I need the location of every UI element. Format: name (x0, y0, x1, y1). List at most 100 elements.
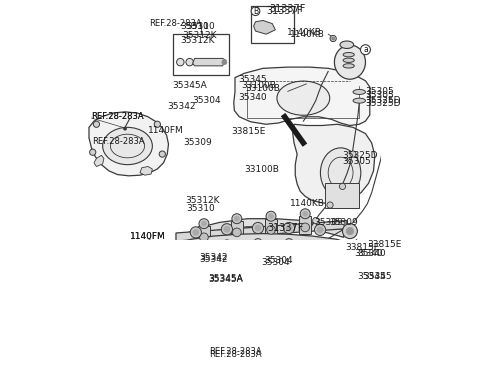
Circle shape (314, 224, 326, 235)
Text: 35340: 35340 (358, 249, 386, 258)
Text: 1140FM: 1140FM (130, 232, 166, 240)
Text: 33100B: 33100B (245, 164, 279, 174)
Polygon shape (175, 255, 347, 276)
Text: 35325D: 35325D (365, 96, 401, 105)
Circle shape (232, 228, 241, 237)
Text: 35304: 35304 (261, 258, 290, 267)
Circle shape (252, 222, 264, 234)
Circle shape (289, 311, 299, 321)
Circle shape (267, 306, 277, 316)
Bar (253, 286, 263, 293)
Polygon shape (247, 332, 263, 342)
Circle shape (222, 60, 227, 64)
Circle shape (251, 7, 260, 15)
Polygon shape (89, 112, 168, 176)
Ellipse shape (335, 45, 365, 79)
Circle shape (232, 214, 242, 223)
Text: 35345A: 35345A (208, 275, 243, 284)
Text: 35305: 35305 (365, 91, 394, 100)
Circle shape (200, 233, 208, 242)
Polygon shape (253, 20, 276, 34)
Circle shape (387, 254, 400, 266)
Circle shape (255, 225, 261, 231)
Text: 35305: 35305 (365, 88, 394, 96)
Text: 35340: 35340 (354, 249, 383, 258)
Text: 1140KB: 1140KB (287, 28, 322, 37)
Circle shape (193, 229, 199, 235)
Circle shape (186, 58, 193, 66)
Text: 1140KB: 1140KB (289, 199, 324, 208)
Circle shape (346, 227, 354, 235)
Circle shape (177, 58, 184, 66)
Text: 31337F: 31337F (269, 4, 306, 14)
Bar (251, 6, 294, 44)
Polygon shape (198, 226, 210, 244)
Polygon shape (299, 216, 312, 234)
Text: REF.28-283A: REF.28-283A (92, 137, 144, 146)
Text: 31337F: 31337F (268, 223, 304, 233)
Polygon shape (293, 124, 375, 204)
Circle shape (284, 222, 295, 234)
Text: REF.28-283A: REF.28-283A (209, 350, 261, 359)
Circle shape (350, 151, 356, 157)
Circle shape (286, 225, 292, 231)
Ellipse shape (343, 58, 354, 63)
Ellipse shape (353, 98, 365, 103)
Text: 35309: 35309 (329, 218, 358, 227)
Text: 35312K: 35312K (182, 31, 217, 40)
Polygon shape (175, 234, 347, 252)
Text: 1140FM: 1140FM (148, 127, 184, 135)
Text: REF.28-283A: REF.28-283A (92, 112, 144, 121)
Ellipse shape (340, 41, 354, 49)
Ellipse shape (172, 260, 177, 268)
Circle shape (221, 223, 232, 235)
Circle shape (192, 243, 200, 252)
Circle shape (159, 151, 166, 157)
Circle shape (291, 313, 297, 318)
Text: REF.28-283A: REF.28-283A (92, 112, 144, 121)
Text: 35312K: 35312K (180, 36, 215, 45)
Ellipse shape (103, 127, 152, 165)
Text: 35342: 35342 (199, 255, 228, 264)
Text: 33815E: 33815E (231, 127, 265, 136)
Bar (325, 183, 359, 208)
Ellipse shape (344, 255, 349, 263)
Text: 35342: 35342 (167, 102, 195, 111)
Circle shape (154, 121, 160, 127)
Polygon shape (94, 155, 104, 166)
Text: 35345: 35345 (363, 272, 392, 281)
Circle shape (90, 149, 96, 155)
Circle shape (270, 308, 275, 313)
Text: 35325D: 35325D (342, 151, 378, 160)
Circle shape (157, 241, 164, 247)
Text: 35310: 35310 (186, 204, 215, 213)
Circle shape (390, 257, 396, 263)
Text: 35312K: 35312K (185, 196, 219, 205)
Text: 35309: 35309 (183, 138, 212, 147)
Circle shape (312, 217, 319, 223)
Circle shape (300, 209, 310, 219)
Circle shape (303, 211, 308, 216)
Circle shape (253, 239, 263, 247)
Polygon shape (193, 58, 226, 66)
Polygon shape (204, 300, 264, 343)
Circle shape (123, 127, 127, 130)
Circle shape (190, 227, 202, 238)
Text: 35304: 35304 (192, 96, 221, 105)
Text: B: B (253, 7, 258, 16)
Circle shape (285, 239, 293, 247)
Text: 33100B: 33100B (245, 85, 280, 93)
Polygon shape (140, 166, 152, 175)
Text: 35304: 35304 (264, 256, 293, 266)
Text: 35340: 35340 (239, 93, 267, 102)
Circle shape (234, 216, 240, 221)
Circle shape (327, 202, 333, 208)
Circle shape (266, 211, 276, 221)
Circle shape (267, 225, 276, 234)
Circle shape (332, 37, 335, 40)
Text: 31337F: 31337F (266, 5, 302, 15)
Circle shape (224, 226, 230, 232)
Ellipse shape (353, 90, 365, 95)
Text: 1140KB: 1140KB (290, 30, 325, 39)
Circle shape (330, 36, 336, 42)
